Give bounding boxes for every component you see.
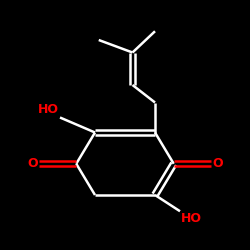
Text: O: O (212, 157, 223, 170)
Text: HO: HO (181, 212, 202, 226)
Text: HO: HO (38, 103, 59, 116)
Text: O: O (27, 157, 38, 170)
